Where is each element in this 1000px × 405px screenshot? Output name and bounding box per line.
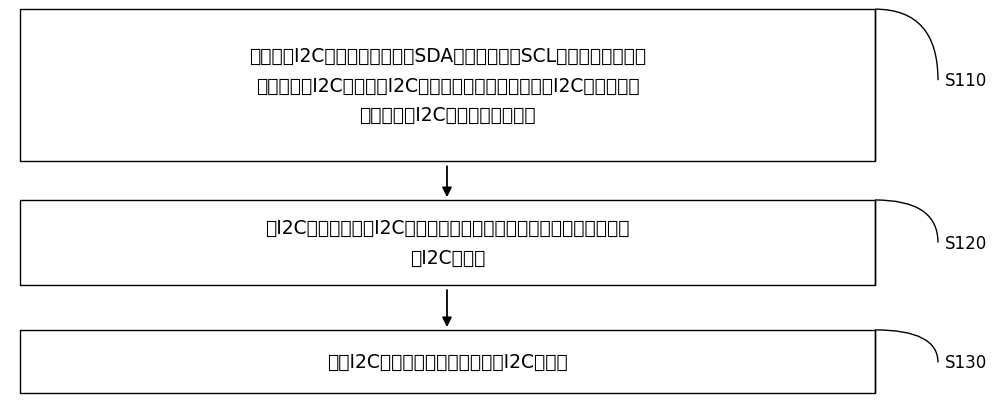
FancyBboxPatch shape: [20, 10, 875, 162]
Text: 当检测到I2C总线的串行数据线SDA和串行时钟线SCL线与的电平信号为
低电平时，I2C主设备向I2C从设备发送访问请求信息，I2C从设备启动
预先创建的I2C: 当检测到I2C总线的串行数据线SDA和串行时钟线SCL线与的电平信号为 低电平时…: [249, 47, 646, 125]
FancyBboxPatch shape: [20, 200, 875, 286]
Text: 根据I2C总线挂死检测线程，复位I2C从设备: 根据I2C总线挂死检测线程，复位I2C从设备: [327, 352, 568, 371]
Text: S120: S120: [945, 234, 987, 252]
Text: S130: S130: [945, 354, 987, 371]
Text: S110: S110: [945, 72, 987, 90]
FancyBboxPatch shape: [20, 330, 875, 393]
Text: 当I2C主设备未收到I2C从设备的应答信息时，根据第一预设条件，复
位I2C主设备: 当I2C主设备未收到I2C从设备的应答信息时，根据第一预设条件，复 位I2C主设…: [265, 219, 630, 267]
